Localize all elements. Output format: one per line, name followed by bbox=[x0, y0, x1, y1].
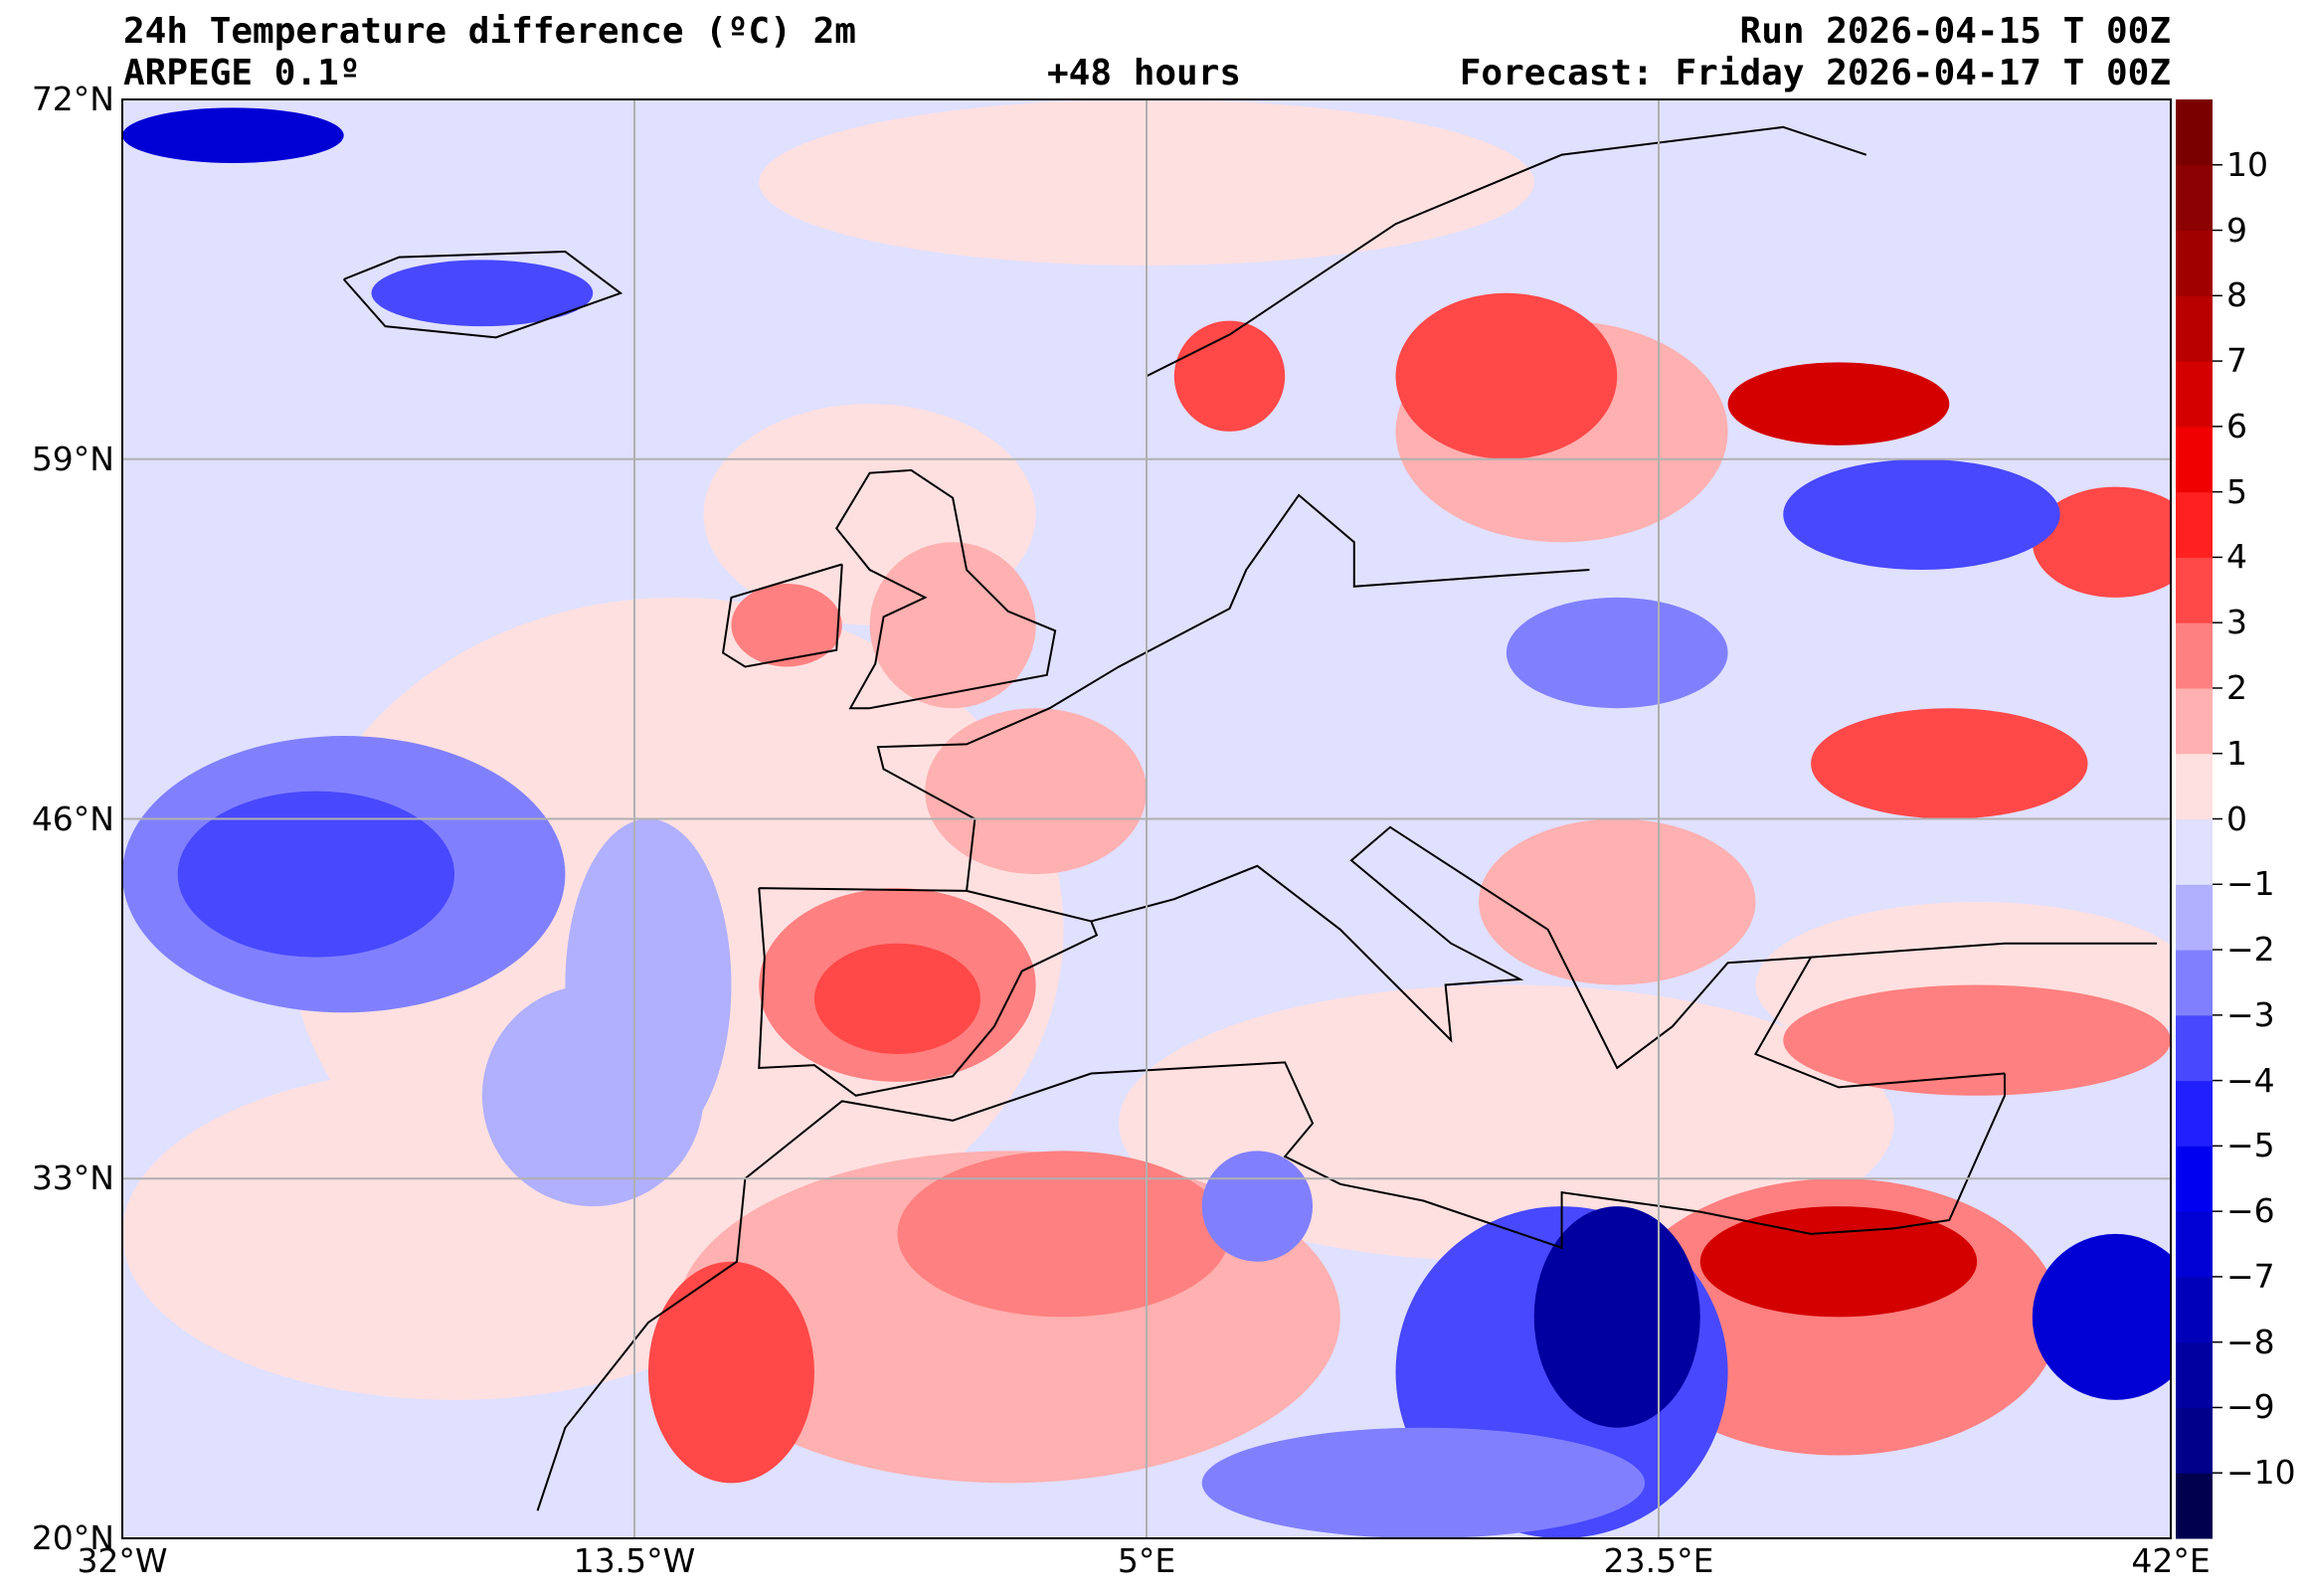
colorbar-segment bbox=[2176, 491, 2213, 558]
colorbar-label: 7 bbox=[2226, 341, 2247, 381]
anomaly-region bbox=[1783, 458, 2060, 571]
coastline bbox=[342, 251, 623, 339]
anomaly-region bbox=[1173, 320, 1286, 432]
colorbar-segment bbox=[2176, 1407, 2213, 1474]
run-label: Run 2026-04-15 T 00Z bbox=[1739, 11, 2171, 52]
latitude-label: 72°N bbox=[31, 80, 114, 118]
anomaly-region bbox=[647, 1261, 814, 1484]
anomaly-region bbox=[1811, 708, 2088, 819]
latitude-label: 59°N bbox=[31, 439, 114, 478]
coastline bbox=[721, 563, 843, 668]
colorbar-segment bbox=[2176, 1014, 2213, 1082]
colorbar-label: −3 bbox=[2226, 994, 2275, 1034]
anomaly-region bbox=[122, 107, 344, 164]
colorbar-segment bbox=[2176, 164, 2213, 232]
anomaly-region bbox=[813, 943, 980, 1055]
colorbar-label: 0 bbox=[2226, 798, 2247, 838]
anomaly-region bbox=[925, 708, 1147, 875]
colorbar-label: 3 bbox=[2226, 603, 2247, 642]
anomaly-region bbox=[869, 542, 1036, 709]
anomaly-region bbox=[1201, 1427, 1646, 1538]
anomaly-region bbox=[1395, 292, 1618, 459]
anomaly-region bbox=[565, 818, 732, 1152]
colorbar-segment bbox=[2176, 1211, 2213, 1278]
colorbar-segment bbox=[2176, 557, 2213, 623]
colorbar-label: −2 bbox=[2226, 930, 2275, 970]
anomaly-region bbox=[1201, 1151, 1314, 1262]
colorbar-label: 5 bbox=[2226, 471, 2247, 511]
anomaly-region bbox=[1699, 1206, 1978, 1318]
lead-time-label: +48 hours bbox=[1047, 53, 1242, 93]
colorbar-label: −8 bbox=[2226, 1322, 2275, 1361]
longitude-label: 42°E bbox=[2131, 1541, 2211, 1580]
coastline bbox=[536, 1061, 2006, 1511]
colorbar-label: 8 bbox=[2226, 275, 2247, 315]
colorbar-label: −7 bbox=[2226, 1256, 2275, 1296]
colorbar-segment bbox=[2176, 1080, 2213, 1147]
colorbar-segment bbox=[2176, 1473, 2213, 1539]
colorbar-label: 2 bbox=[2226, 667, 2247, 707]
colorbar-label: −6 bbox=[2226, 1191, 2275, 1231]
colorbar-segment bbox=[2176, 295, 2213, 362]
map-frame bbox=[121, 98, 2172, 1539]
anomaly-region bbox=[371, 260, 594, 327]
colorbar bbox=[2176, 99, 2222, 1539]
anomaly-region bbox=[177, 791, 455, 958]
colorbar-label: 9 bbox=[2226, 210, 2247, 250]
colorbar-segment bbox=[2176, 1276, 2213, 1343]
colorbar-segment bbox=[2176, 426, 2213, 493]
chart-title: 24h Temperature difference (ºC) 2m bbox=[123, 11, 856, 52]
coastline bbox=[1091, 825, 2158, 1070]
colorbar-segment bbox=[2176, 818, 2213, 885]
colorbar-segment bbox=[2176, 230, 2213, 296]
colorbar-label: 1 bbox=[2226, 733, 2247, 773]
latitude-label: 20°N bbox=[31, 1518, 114, 1557]
colorbar-segment bbox=[2176, 950, 2213, 1016]
colorbar-segment bbox=[2176, 622, 2213, 689]
anomaly-region bbox=[1506, 597, 1728, 709]
anomaly-region bbox=[1479, 818, 1756, 985]
longitude-label: 13.5°W bbox=[573, 1541, 696, 1580]
anomaly-region bbox=[1533, 1206, 1700, 1428]
colorbar-segment bbox=[2176, 361, 2213, 428]
coastline bbox=[876, 493, 1590, 891]
colorbar-label: −1 bbox=[2226, 864, 2275, 904]
anomaly-region bbox=[1119, 984, 1894, 1262]
forecast-label: Forecast: Friday 2026-04-17 T 00Z bbox=[1459, 53, 2171, 93]
model-label: ARPEGE 0.1º bbox=[123, 53, 361, 93]
colorbar-segment bbox=[2176, 884, 2213, 951]
colorbar-label: 10 bbox=[2226, 144, 2268, 184]
colorbar-segment bbox=[2176, 687, 2213, 755]
latitude-label: 46°N bbox=[31, 798, 114, 838]
anomaly-region bbox=[2032, 1233, 2171, 1400]
colorbar-segment bbox=[2176, 1146, 2213, 1212]
anomaly-region bbox=[1727, 362, 1950, 445]
longitude-label: 32°W bbox=[77, 1541, 168, 1580]
coastline bbox=[1753, 957, 2006, 1089]
colorbar-segment bbox=[2176, 99, 2213, 166]
anomaly-region bbox=[731, 583, 842, 667]
colorbar-segment bbox=[2176, 753, 2213, 819]
latitude-label: 33°N bbox=[31, 1158, 114, 1198]
colorbar-segment bbox=[2176, 1341, 2213, 1408]
anomaly-region bbox=[2032, 486, 2171, 598]
coastline bbox=[835, 468, 1057, 710]
longitude-label: 23.5°E bbox=[1603, 1541, 1714, 1580]
colorbar-label: 6 bbox=[2226, 406, 2247, 445]
colorbar-label: 4 bbox=[2226, 537, 2247, 577]
anomaly-region bbox=[1783, 984, 2171, 1096]
colorbar-label: −5 bbox=[2226, 1126, 2275, 1165]
anomaly-region bbox=[897, 1151, 1230, 1318]
colorbar-label: −9 bbox=[2226, 1387, 2275, 1427]
coastline bbox=[758, 887, 1099, 1097]
colorbar-label: −4 bbox=[2226, 1060, 2275, 1100]
longitude-label: 5°E bbox=[1117, 1541, 1176, 1580]
colorbar-label: −10 bbox=[2226, 1453, 2296, 1493]
